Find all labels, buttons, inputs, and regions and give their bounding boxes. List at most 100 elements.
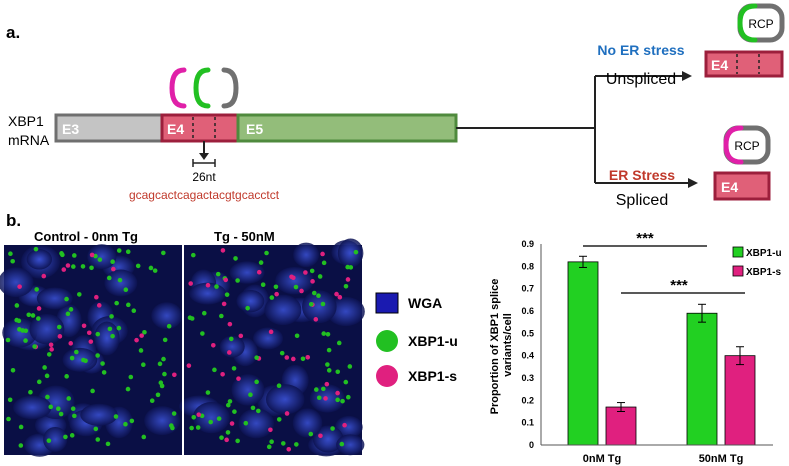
xbp1u-dot — [161, 250, 166, 256]
xbp1u-dot — [26, 312, 32, 318]
xbp1u-dot — [231, 366, 237, 371]
cell-nucleus — [43, 426, 68, 452]
xbp1u-dot — [161, 356, 166, 362]
xbp1u-dot — [320, 301, 326, 307]
xbp1s-dot — [89, 252, 95, 258]
xbp1u-dot — [36, 379, 42, 385]
xbp1s-dot — [57, 334, 63, 339]
cell-nucleus — [13, 395, 52, 420]
xbp1u-dot — [279, 350, 285, 356]
xbp1s-dot — [134, 337, 139, 343]
xbp1u-dot — [105, 441, 111, 447]
cell-nucleus — [80, 403, 118, 426]
xbp1u-dot — [90, 388, 95, 394]
y-tick-label: 0.2 — [521, 395, 534, 405]
unspliced-label: Unspliced — [606, 71, 676, 88]
cell-nucleus — [264, 294, 302, 326]
xbp1u-dot — [14, 317, 19, 323]
xbp1s-dot — [284, 355, 290, 360]
xbp1u-dot — [125, 249, 131, 255]
xbp1u-dot — [23, 328, 29, 334]
xbp1u-dot — [216, 416, 222, 421]
xbp1u-dot — [60, 252, 65, 258]
xbp1u-dot — [63, 434, 68, 440]
xbp1u-dot — [34, 287, 39, 292]
xbp1u-dot — [162, 371, 167, 377]
y-tick-label: 0.7 — [521, 284, 534, 294]
xbp1s-dot — [268, 329, 274, 335]
xbp1u-dot — [56, 406, 61, 411]
xbp1u-dot — [335, 397, 340, 403]
xbp1s-dot — [268, 427, 273, 433]
xbp1s-dot — [345, 277, 351, 282]
y-tick-label: 0.5 — [521, 328, 534, 338]
xbp1u-dot — [317, 274, 323, 279]
xbp1u-dot — [171, 411, 177, 416]
xbp1u-dot — [330, 426, 335, 431]
er-stress-label: ER Stress — [609, 167, 675, 183]
xbp1u-dot — [343, 284, 349, 289]
y-tick-label: 0.1 — [521, 418, 534, 428]
xbp1u-dot — [208, 419, 214, 425]
xbp1u-dot — [93, 426, 99, 432]
exon-e3 — [54, 113, 164, 143]
xbp1s-dot — [94, 294, 99, 300]
xbp1u-dot — [273, 284, 279, 290]
xbp1s-dot — [335, 390, 340, 396]
xbp1u-dot — [326, 368, 332, 373]
xbp1u-dot — [219, 435, 224, 440]
cell-nucleus — [229, 261, 265, 284]
cell-nucleus — [36, 287, 73, 310]
xbp1s-dot — [238, 333, 244, 339]
chart-legend-swatch-u — [732, 246, 744, 258]
cell-nucleus — [87, 244, 117, 270]
xbp1u-dot — [254, 355, 259, 360]
xbp1s-dot — [196, 412, 202, 417]
no-er-stress-label: No ER stress — [597, 42, 684, 58]
xbp1u-dot — [336, 340, 342, 346]
xbp1u-dot — [316, 395, 322, 401]
xbp1u-dot — [233, 256, 238, 261]
rcp-top-label: RCP — [748, 17, 773, 31]
exon-e4-unspliced-label: E4 — [711, 57, 728, 73]
xbp1s-dot — [313, 317, 319, 322]
exon-e5 — [236, 113, 458, 143]
chart-legend-swatch-s — [732, 265, 744, 277]
xbp1u-dot — [23, 338, 28, 343]
chart-legend-label-u: XBP1-u — [746, 248, 782, 259]
xbp1u-dot — [166, 323, 172, 329]
significance-label-1: *** — [636, 230, 654, 247]
exon-e5-label: E5 — [246, 121, 263, 137]
xbp1u-dot — [195, 425, 201, 430]
xbp1s-dot — [256, 269, 262, 275]
panel-a-label: a. — [6, 23, 20, 42]
xbp1s-dot — [61, 267, 67, 272]
mrna-label-line2: mRNA — [8, 132, 50, 148]
xbp1u-dot — [68, 307, 74, 312]
xbp1u-dot — [7, 397, 13, 403]
xbp1u-dot — [201, 310, 207, 316]
cell-nucleus — [275, 266, 314, 295]
xbp1u-dot — [18, 443, 24, 448]
exon-e4-spliced — [713, 171, 771, 201]
xbp1u-dot — [81, 357, 86, 363]
xbp1s-dot — [310, 279, 315, 284]
legend-xbp1u-label: XBP1-u — [408, 333, 458, 349]
xbp1u-dot — [114, 300, 119, 306]
xbp1s-dot — [318, 433, 323, 439]
xbp1u-dot — [316, 293, 321, 299]
cell-nucleus — [238, 408, 275, 439]
image-title-tg: Tg - 50nM — [214, 229, 275, 244]
xbp1u-dot — [56, 324, 62, 330]
xbp1u-dot — [235, 278, 240, 283]
xbp1u-dot — [321, 386, 326, 392]
legend-xbp1s-label: XBP1-s — [408, 368, 457, 384]
xbp1s-dot — [224, 437, 229, 443]
cell-nucleus — [2, 318, 38, 348]
xbp1u-dot — [129, 418, 135, 424]
xbp1u-dot — [46, 352, 52, 357]
branch-top-arrowhead-icon — [682, 71, 692, 81]
cell-nucleus — [301, 290, 337, 324]
xbp1u-dot — [325, 331, 331, 337]
